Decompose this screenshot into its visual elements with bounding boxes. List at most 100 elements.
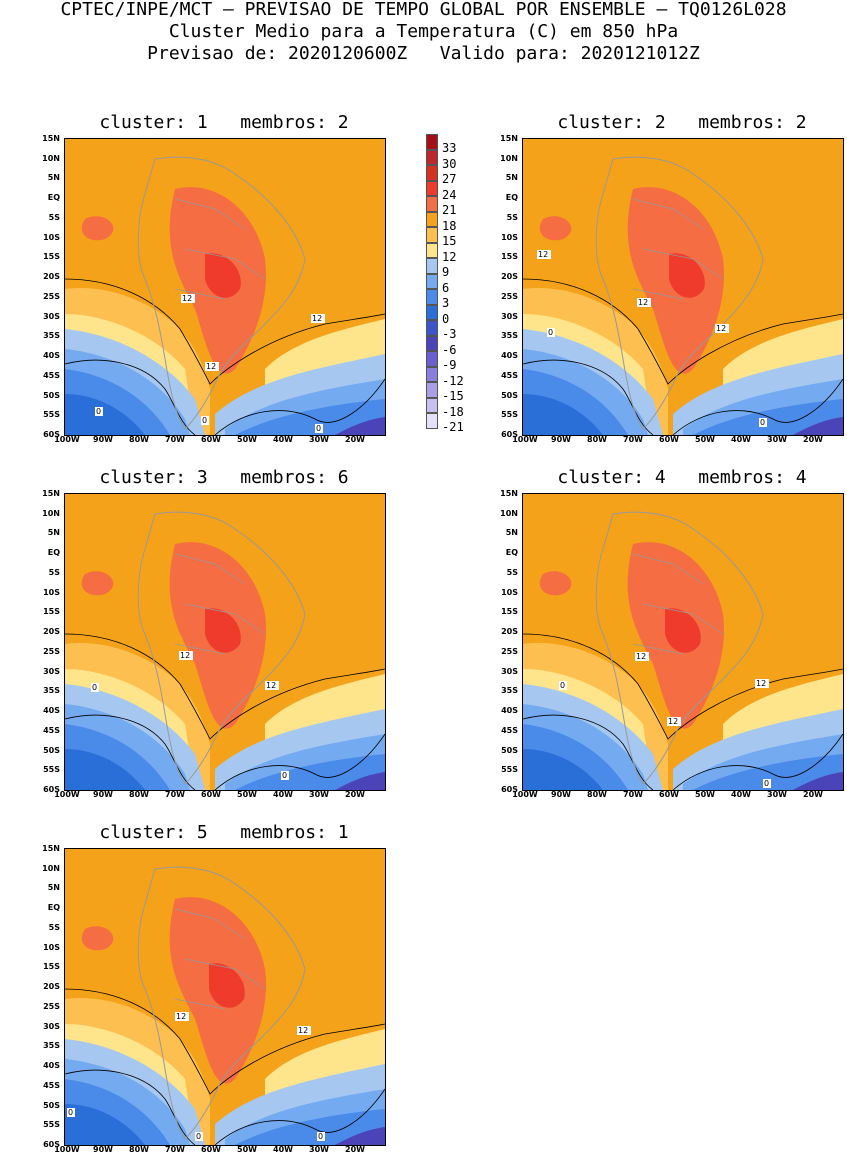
colorbar-swatch <box>426 304 438 320</box>
longitude-tick-label: 70W <box>165 790 185 799</box>
latitude-tick-label: 40S <box>43 1061 60 1071</box>
longitude-tick-label: 20W <box>345 790 365 799</box>
contour-label: 12 <box>715 324 729 333</box>
svg-text:0: 0 <box>548 328 553 337</box>
colorbar-swatch <box>426 335 438 351</box>
latitude-tick-label: 15S <box>43 252 60 262</box>
longitude-tick-label: 50W <box>237 1145 257 1154</box>
latitude-tick-label: 60S <box>43 785 60 794</box>
colorbar-label: 9 <box>442 265 450 279</box>
latitude-tick-label: 10N <box>500 153 518 163</box>
latitude-tick-label: 25S <box>501 291 518 301</box>
latitude-tick-label: 5N <box>505 173 518 183</box>
longitude-tick-label: 50W <box>237 435 257 444</box>
svg-text:12: 12 <box>716 324 726 333</box>
latitude-tick-label: 15S <box>501 607 518 617</box>
temperature-field: 12 12 12 0 0 0 <box>65 139 385 435</box>
latitude-tick-label: 15N <box>42 134 60 143</box>
temperature-field: 12 12 0 0 0 <box>65 849 385 1145</box>
colorbar-label: -21 <box>442 420 464 434</box>
latitude-tick-label: 55S <box>501 410 518 420</box>
contour-label: 12 <box>635 652 649 661</box>
longitude-tick-label: 30W <box>309 790 329 799</box>
latitude-tick-label: 55S <box>501 765 518 775</box>
latitude-tick-label: 50S <box>501 390 518 400</box>
svg-text:12: 12 <box>180 651 190 660</box>
longitude-tick-label: 30W <box>767 790 787 799</box>
colorbar-swatch <box>426 273 438 289</box>
latitude-tick-label: 15S <box>43 962 60 972</box>
latitude-tick-label: 20S <box>501 627 518 637</box>
longitude-tick-label: 40W <box>273 1145 293 1154</box>
contour-label: 0 <box>547 328 555 337</box>
latitude-tick-label: 50S <box>43 1100 60 1110</box>
latitude-tick-label: EQ <box>47 193 60 203</box>
svg-text:12: 12 <box>538 250 548 259</box>
contour-label: 12 <box>265 681 279 690</box>
contour-label: 0 <box>315 424 323 433</box>
latitude-tick-label: 10S <box>501 587 518 597</box>
latitude-tick-label: 50S <box>501 745 518 755</box>
latitude-tick-label: 15N <box>500 489 518 498</box>
longitude-tick-label: 60W <box>659 435 679 444</box>
longitude-tick-label: 90W <box>93 435 113 444</box>
longitude-tick-label: 60W <box>201 790 221 799</box>
longitude-tick-label: 40W <box>731 790 751 799</box>
longitude-tick-label: 30W <box>767 435 787 444</box>
svg-text:12: 12 <box>636 652 646 661</box>
longitude-tick-label: 90W <box>93 1145 113 1154</box>
latitude-tick-label: 10S <box>43 942 60 952</box>
latitude-tick-label: 25S <box>43 646 60 656</box>
map-panel: 12 12 12 0 0 <box>522 138 844 436</box>
latitude-tick-label: 60S <box>501 430 518 439</box>
svg-text:0: 0 <box>316 424 321 433</box>
colorbar-label: 33 <box>442 141 457 155</box>
latitude-tick-label: 35S <box>43 1041 60 1051</box>
panel-title: cluster: 3 membros: 6 <box>99 467 349 488</box>
latitude-tick-label: 35S <box>501 686 518 696</box>
latitude-tick-label: 15N <box>500 134 518 143</box>
svg-text:0: 0 <box>318 1132 323 1141</box>
colorbar-swatch <box>426 196 438 212</box>
longitude-tick-label: 70W <box>623 435 643 444</box>
temperature-field: 12 12 12 0 0 <box>523 139 843 435</box>
svg-text:12: 12 <box>638 298 648 307</box>
longitude-tick-label: 60W <box>659 790 679 799</box>
latitude-tick-label: 40S <box>43 706 60 716</box>
svg-text:0: 0 <box>202 416 207 425</box>
latitude-tick-label: 50S <box>43 745 60 755</box>
svg-text:0: 0 <box>560 681 565 690</box>
colorbar-swatch <box>426 180 438 196</box>
latitude-tick-label: 55S <box>43 765 60 775</box>
contour-label: 0 <box>201 416 209 425</box>
latitude-tick-label: 30S <box>501 311 518 321</box>
colorbar-label: -3 <box>442 327 457 341</box>
latitude-tick-label: 30S <box>43 311 60 321</box>
latitude-tick-label: 10N <box>42 153 60 163</box>
longitude-tick-label: 30W <box>309 1145 329 1154</box>
longitude-tick-label: 20W <box>803 790 823 799</box>
svg-text:12: 12 <box>182 294 192 303</box>
svg-text:0: 0 <box>68 1108 73 1117</box>
latitude-tick-label: 10S <box>43 232 60 242</box>
longitude-tick-label: 60W <box>201 435 221 444</box>
longitude-tick-label: 100W <box>54 790 80 799</box>
longitude-tick-label: 70W <box>165 435 185 444</box>
latitude-tick-label: 45S <box>43 1080 60 1090</box>
colorbar-label: -9 <box>442 358 457 372</box>
colorbar-label: -15 <box>442 389 464 403</box>
latitude-tick-label: 20S <box>501 272 518 282</box>
latitude-tick-label: 5N <box>47 528 60 538</box>
longitude-tick-label: 100W <box>512 790 538 799</box>
latitude-tick-label: 40S <box>43 351 60 361</box>
latitude-tick-label: EQ <box>505 193 518 203</box>
longitude-tick-label: 40W <box>273 435 293 444</box>
colorbar-label: 24 <box>442 187 457 202</box>
contour-label: 0 <box>195 1132 203 1141</box>
latitude-tick-label: 5N <box>505 528 518 538</box>
colorbar-swatch <box>426 413 438 429</box>
contour-label: 12 <box>637 298 651 307</box>
colorbar-swatch <box>426 242 438 258</box>
svg-text:12: 12 <box>266 681 276 690</box>
latitude-tick-label: 10N <box>42 863 60 873</box>
